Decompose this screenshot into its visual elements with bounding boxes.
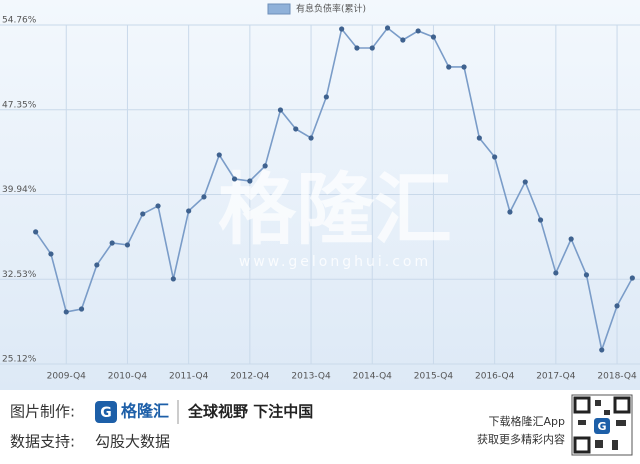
data-point — [339, 26, 345, 32]
x-tick-label: 2014-Q4 — [353, 372, 393, 382]
legend: 有息负债率(累计) — [267, 3, 366, 15]
data-point — [186, 208, 192, 214]
data-point — [308, 135, 314, 141]
footer-logo: 格隆汇 — [121, 402, 169, 421]
data-point — [170, 276, 176, 282]
data-point — [629, 275, 635, 281]
data-point — [78, 306, 85, 312]
qr-code: G — [571, 394, 633, 456]
data-point — [568, 236, 574, 242]
data-point — [415, 28, 421, 34]
data-point — [446, 64, 452, 70]
watermark-url: www.gelonghui.com — [239, 254, 431, 270]
y-tick-label: 32.53% — [2, 270, 37, 280]
data-point — [262, 163, 268, 169]
data-point — [492, 154, 498, 160]
data-point — [400, 37, 406, 43]
data-point — [293, 126, 299, 132]
data-point — [63, 309, 69, 315]
data-point — [140, 211, 146, 217]
x-tick-label: 2012-Q4 — [230, 372, 270, 382]
footer-slogan: 全球视野 下注中国 — [187, 403, 313, 421]
data-point — [201, 194, 207, 200]
data-point — [461, 64, 467, 70]
x-tick-label: 2017-Q4 — [536, 372, 576, 382]
x-tick-label: 2010-Q4 — [108, 372, 148, 382]
y-tick-label: 25.12% — [2, 355, 37, 365]
footer-data-label: 数据支持: — [10, 433, 75, 451]
plot — [33, 25, 635, 353]
data-point — [323, 94, 329, 100]
x-tick-label: 2015-Q4 — [414, 372, 454, 382]
data-point — [537, 217, 544, 223]
data-point — [277, 107, 284, 113]
x-tick-label: 2013-Q4 — [291, 372, 331, 382]
data-point — [430, 34, 437, 40]
data-point — [583, 272, 590, 278]
y-tick-label: 47.35% — [2, 100, 37, 110]
x-tick-label: 2018-Q4 — [597, 372, 637, 382]
logo-icon-letter: G — [100, 405, 112, 421]
data-point — [599, 347, 605, 353]
footer-app-line1: 下载格隆汇App — [489, 414, 566, 428]
data-point — [109, 240, 115, 246]
data-point — [369, 45, 375, 51]
data-point — [155, 203, 161, 209]
data-point — [94, 262, 100, 268]
grid: 25.12% 32.53% 39.94% 47.35% 54.76% 2009-Q4 201… — [0, 16, 640, 382]
data-point — [124, 242, 131, 248]
data-point — [522, 179, 528, 185]
x-tick-label: 2011-Q4 — [169, 372, 209, 382]
legend-label: 有息负债率(累计) — [296, 3, 366, 15]
legend-swatch — [267, 3, 291, 15]
x-tick-label: 2009-Q4 — [47, 372, 87, 382]
y-tick-label: 39.94% — [2, 185, 37, 195]
data-point — [553, 270, 559, 276]
data-point — [216, 152, 222, 158]
footer-data-source: 勾股大数据 — [95, 433, 170, 451]
data-point — [33, 229, 39, 235]
data-point — [231, 176, 238, 182]
footer-app-line2: 获取更多精彩内容 — [477, 432, 565, 446]
footer-made-by-label: 图片制作: — [10, 403, 75, 421]
series-line — [34, 26, 634, 353]
watermark-brand: 格隆汇 — [218, 165, 452, 255]
data-point — [247, 178, 253, 184]
data-point — [384, 25, 391, 31]
x-tick-label: 2016-Q4 — [475, 372, 515, 382]
data-point — [476, 135, 482, 141]
data-point — [614, 303, 620, 309]
y-tick-label: 54.76% — [2, 16, 37, 26]
svg-text:G: G — [597, 420, 606, 433]
logo-icon — [95, 401, 117, 423]
data-point — [354, 45, 360, 51]
data-point — [507, 209, 513, 215]
data-point — [48, 251, 54, 257]
